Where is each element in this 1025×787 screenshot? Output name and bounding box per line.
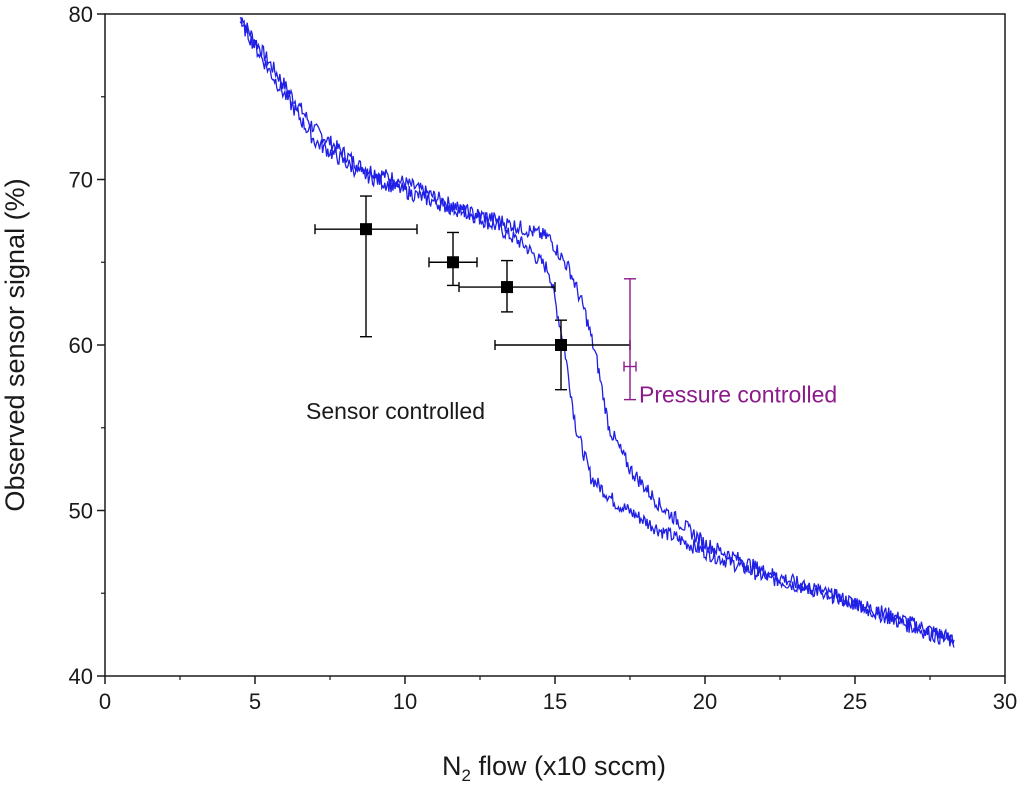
data-markers <box>360 223 567 351</box>
tick-labels: 0 5 10 15 20 25 30 40 50 60 70 80 <box>69 2 1018 714</box>
x-tick-label: 20 <box>693 689 717 714</box>
y-tick-label: 60 <box>69 333 93 358</box>
x-tick-label: 10 <box>393 689 417 714</box>
axis-ticks <box>97 13 1006 684</box>
x-tick-label: 25 <box>843 689 867 714</box>
x-axis-title-rest: flow (x10 sccm) <box>471 751 666 781</box>
annotation-pressure-controlled: Pressure controlled <box>639 382 837 408</box>
hysteresis-curve-1 <box>239 16 955 645</box>
x-tick-label: 0 <box>99 689 111 714</box>
x-tick-label: 5 <box>249 689 261 714</box>
y-axis-title: Observed sensor signal (%) <box>0 178 30 511</box>
data-point-marker <box>360 223 372 236</box>
x-tick-label: 15 <box>543 689 567 714</box>
y-tick-label: 70 <box>69 168 93 193</box>
x-axis-title-main: N <box>442 751 462 781</box>
data-point-marker <box>447 256 459 269</box>
y-tick-label: 80 <box>69 2 93 27</box>
y-tick-label: 50 <box>69 499 93 524</box>
hysteresis-curves <box>239 16 955 648</box>
data-point-marker <box>555 339 567 351</box>
x-tick-label: 30 <box>993 689 1017 714</box>
hysteresis-curve-2 <box>239 17 955 648</box>
data-point-marker <box>501 281 513 294</box>
x-axis-title: N2 flow (x10 sccm) <box>442 751 666 785</box>
y-tick-label: 40 <box>69 664 93 689</box>
annotation-sensor-controlled: Sensor controlled <box>306 398 485 424</box>
x-axis-title-subscript: 2 <box>462 766 471 785</box>
